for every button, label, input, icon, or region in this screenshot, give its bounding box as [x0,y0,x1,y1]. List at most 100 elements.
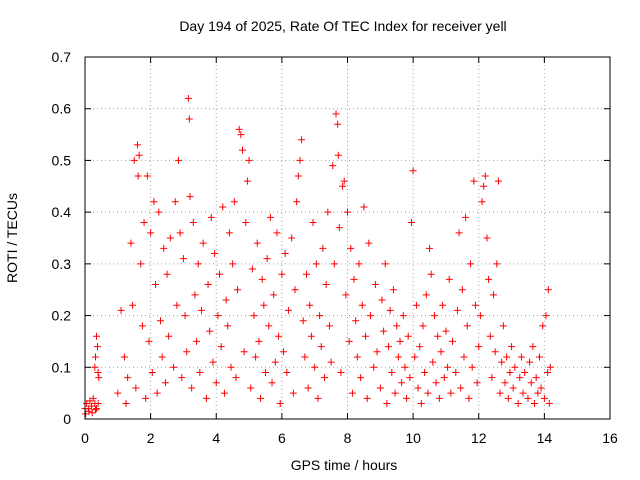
data-point [545,399,553,407]
data-point [373,348,381,356]
data-point [266,213,274,221]
data-point [388,368,396,376]
data-point [178,374,186,382]
data-point [488,374,496,382]
data-point [188,384,196,392]
data-point [327,358,335,366]
data-point [252,353,260,361]
data-point [380,327,388,335]
data-point [440,374,448,382]
data-point [444,363,452,371]
data-point [465,394,473,402]
data-point [242,218,250,226]
data-point [437,348,445,356]
data-point [166,234,174,242]
data-point [255,337,263,345]
data-point [92,406,99,414]
data-point [508,343,516,351]
data-point [332,110,340,118]
data-point [330,260,338,268]
chart-title: Day 194 of 2025, Rate Of TEC Index for r… [179,18,506,34]
data-point [426,244,434,252]
data-point [89,394,97,402]
data-point [412,301,420,309]
data-point [160,244,168,252]
y-tick-label: 0.4 [52,204,72,220]
data-point [542,312,550,320]
data-point [235,125,243,133]
data-point [317,343,325,351]
data-point [429,358,437,366]
y-tick-label: 0.3 [52,256,72,272]
data-point [199,239,207,247]
data-point [270,291,278,299]
data-point [117,306,125,314]
data-point [85,407,93,415]
data-point [185,115,193,123]
data-point [399,312,407,320]
data-point [91,363,99,371]
data-point [225,229,233,237]
data-point [353,353,361,361]
x-tick-label: 0 [81,430,89,446]
data-point [239,146,246,154]
data-point [435,394,443,402]
data-point [442,327,450,335]
data-point [419,322,427,330]
data-point [122,399,130,407]
data-point [394,353,402,361]
data-point [260,301,268,309]
data-point [532,374,540,382]
data-point [247,384,255,392]
data-point [170,363,178,371]
data-point [486,332,494,340]
data-point [234,286,242,294]
data-point [127,239,135,247]
data-point [457,384,465,392]
data-point [224,322,232,330]
data-point [293,198,301,206]
data-point [455,229,463,237]
data-point [124,374,132,382]
data-point [499,322,507,330]
x-tick-label: 8 [344,430,352,446]
data-point [291,286,299,294]
data-point [335,224,343,232]
data-point [391,389,399,397]
data-point [404,332,412,340]
data-point [316,312,324,320]
data-point [176,229,184,237]
data-point [258,275,266,283]
data-point [88,409,96,417]
data-point [175,156,183,164]
data-point [514,399,522,407]
x-tick-label: 6 [278,430,286,446]
data-point [309,218,317,226]
data-point [179,255,187,263]
data-point [334,120,342,128]
data-point [153,389,161,397]
data-point [92,405,100,413]
data-point [140,218,148,226]
x-tick-label: 2 [147,430,155,446]
data-point [319,244,327,252]
data-point [432,379,440,387]
data-point [156,317,164,325]
data-point [401,363,409,371]
data-point [307,332,315,340]
data-point [265,322,273,330]
data-point [460,353,468,361]
data-point [134,141,141,149]
data-point [503,353,511,361]
data-point [447,389,455,397]
data-point [352,317,360,325]
data-point [342,291,350,299]
data-point [531,399,539,407]
data-point [214,312,222,320]
data-point [183,348,191,356]
data-point [220,389,228,397]
data-point [278,270,286,278]
data-point [138,322,146,330]
data-point [490,291,498,299]
data-point [145,337,153,345]
